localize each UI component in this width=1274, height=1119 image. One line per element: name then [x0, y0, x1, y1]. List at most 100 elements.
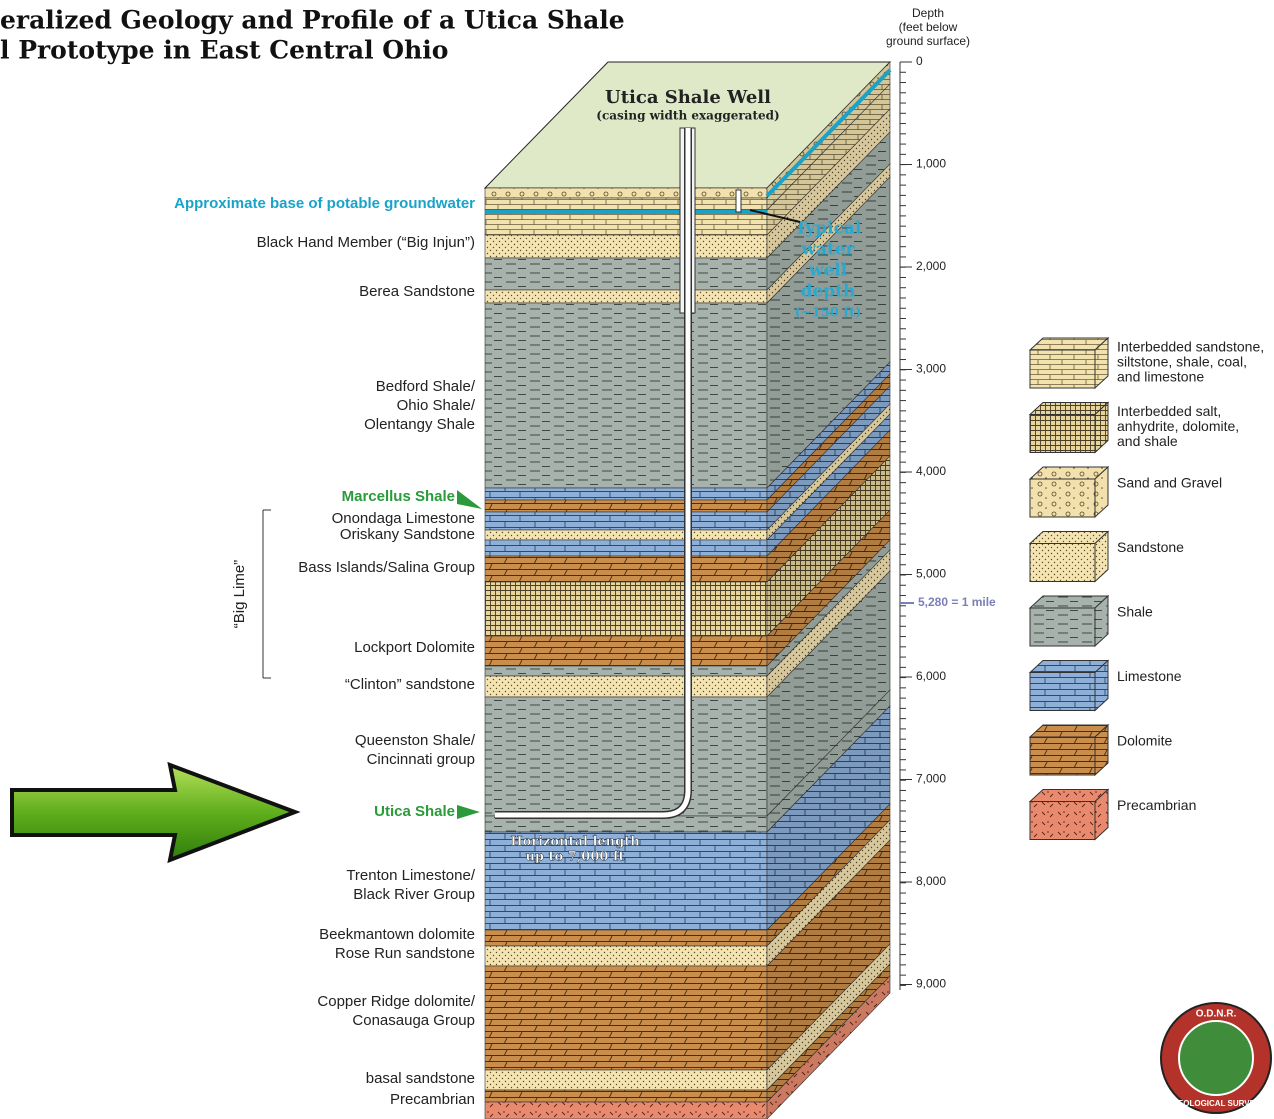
marker	[457, 805, 480, 819]
tick-label: 7,000	[916, 772, 946, 786]
horizontal-label: up to 7,000 ft	[525, 850, 624, 865]
layer-label: Beekmantown dolomite	[319, 926, 475, 943]
legend-label: Precambrian	[1117, 797, 1196, 813]
layer	[485, 198, 767, 210]
layer-label: Ohio Shale/	[397, 397, 476, 414]
legend-swatch	[1030, 737, 1095, 775]
layer	[485, 1070, 767, 1090]
water-well-label: Typical	[795, 219, 862, 239]
axis-title: ground surface)	[886, 34, 970, 48]
layer-label: Marcellus Shale	[342, 488, 455, 505]
bracket	[263, 510, 271, 678]
well-note: (casing width exaggerated)	[596, 109, 779, 123]
tick-label: 8,000	[916, 874, 946, 888]
legend-swatch	[1030, 673, 1095, 711]
layer	[485, 290, 767, 303]
layer-label: basal sandstone	[366, 1070, 475, 1087]
layer-label: Conasauga Group	[352, 1012, 475, 1029]
layer-label: Queenston Shale/	[355, 732, 476, 749]
layer-label: Approximate base of potable groundwater	[174, 195, 475, 212]
layer	[485, 188, 767, 198]
tick-label: 5,000	[916, 567, 946, 581]
logo-text: GEOLOGICAL SURVEY	[1172, 1099, 1261, 1108]
layer	[485, 540, 767, 556]
water-well-label: well	[808, 261, 848, 281]
tick-label: 6,000	[916, 669, 946, 683]
well-title: Utica Shale Well	[605, 87, 771, 108]
layer-label: Olentangy Shale	[364, 416, 475, 433]
layer-label: Trenton Limestone/	[346, 867, 476, 884]
layer-label: Copper Ridge dolomite/	[317, 993, 475, 1010]
logo-text: O.D.N.R.	[1196, 1009, 1237, 1020]
layer	[485, 1090, 767, 1102]
layer	[485, 303, 767, 488]
legend-label: Shale	[1117, 604, 1153, 620]
water-well-label: water	[800, 240, 855, 260]
labels: Approximate base of potable groundwater B…	[174, 195, 482, 1108]
legend-label: and shale	[1117, 433, 1178, 449]
layer-label: Black River Group	[353, 886, 475, 903]
layer	[485, 488, 767, 500]
layer	[485, 582, 767, 636]
legend-label: Interbedded sandstone,	[1117, 339, 1264, 355]
marker	[457, 490, 482, 509]
tick-label: 2,000	[916, 259, 946, 273]
layer	[485, 258, 767, 290]
legend-label: Interbedded salt,	[1117, 403, 1221, 419]
diagram: Approximate base of potable groundwater B…	[0, 0, 1274, 1119]
layer	[485, 556, 767, 582]
layer	[485, 512, 767, 530]
legend-label: Dolomite	[1117, 733, 1172, 749]
layer	[485, 500, 767, 512]
layer-label: Oriskany Sandstone	[340, 526, 475, 543]
legend-swatch	[1030, 608, 1095, 646]
legend-swatch	[1030, 802, 1095, 840]
layer-label: “Clinton” sandstone	[345, 676, 475, 693]
legend-label: Limestone	[1117, 668, 1182, 684]
horizontal-label: Horizontal length	[510, 835, 640, 850]
layer-label: Lockport Dolomite	[354, 639, 475, 656]
legend-label: and limestone	[1117, 369, 1204, 385]
tick-label: 0	[916, 54, 923, 68]
water-well-label: depth	[801, 282, 856, 302]
layer	[485, 697, 767, 816]
layer	[485, 1102, 767, 1119]
layer	[485, 530, 767, 540]
layer	[485, 946, 767, 966]
layer-label: Cincinnati group	[367, 751, 475, 768]
layer	[485, 636, 767, 666]
legend-label: Sand and Gravel	[1117, 475, 1222, 491]
layer-label: Precambrian	[390, 1091, 475, 1108]
layer-label: Rose Run sandstone	[335, 945, 475, 962]
layer-label: Black Hand Member (“Big Injun”)	[257, 234, 475, 251]
tick-label: 9,000	[916, 977, 946, 991]
title: eralized Geology and Profile of a Utica …	[0, 6, 625, 35]
layer-label: Bedford Shale/	[376, 378, 476, 395]
tick-label: 4,000	[916, 464, 946, 478]
pointer-arrow	[12, 765, 295, 860]
layer	[485, 930, 767, 946]
logo: O.D.N.R. GEOLOGICAL SURVEY	[1161, 1003, 1271, 1113]
mile-label: 5,280 = 1 mile	[918, 595, 996, 609]
water-well-label: (~150 ft)	[795, 306, 861, 321]
water-well	[736, 190, 741, 212]
layer-label: Bass Islands/Salina Group	[298, 559, 475, 576]
legend-swatch	[1030, 479, 1095, 517]
legend-label: Sandstone	[1117, 539, 1184, 555]
title: l Prototype in East Central Ohio	[0, 36, 448, 65]
legend-swatch	[1030, 544, 1095, 582]
legend-label: anhydrite, dolomite,	[1117, 418, 1239, 434]
legend-label: siltstone, shale, coal,	[1117, 354, 1247, 370]
layer-label: Utica Shale	[374, 803, 455, 820]
layer	[485, 235, 767, 258]
layer-label: Onondaga Limestone	[332, 510, 475, 527]
layer	[485, 666, 767, 676]
layer	[485, 966, 767, 1070]
axis-title: Depth	[912, 6, 944, 20]
axis-title: (feet below	[899, 20, 958, 34]
big-lime: “Big Lime”	[231, 560, 248, 628]
tick-label: 1,000	[916, 157, 946, 171]
layer	[485, 676, 767, 697]
layer-label: Berea Sandstone	[359, 283, 475, 300]
tick-label: 3,000	[916, 362, 946, 376]
